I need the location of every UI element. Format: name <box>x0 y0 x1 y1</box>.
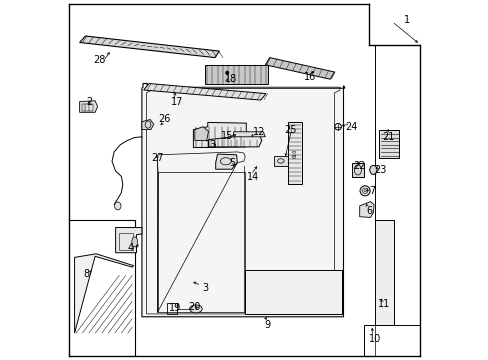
Ellipse shape <box>369 166 376 175</box>
Polygon shape <box>142 84 344 317</box>
Text: 10: 10 <box>368 334 380 344</box>
Text: 2: 2 <box>86 96 92 107</box>
Text: 23: 23 <box>374 165 386 175</box>
Polygon shape <box>351 163 363 177</box>
Ellipse shape <box>225 71 228 74</box>
Text: 27: 27 <box>151 153 163 163</box>
Polygon shape <box>265 58 334 79</box>
Polygon shape <box>359 202 373 217</box>
Text: 4: 4 <box>128 243 134 253</box>
Text: 21: 21 <box>382 132 394 142</box>
Text: 3: 3 <box>202 283 207 293</box>
Text: 6: 6 <box>366 206 372 216</box>
Text: 9: 9 <box>264 320 270 330</box>
Polygon shape <box>244 270 341 314</box>
Polygon shape <box>194 127 208 140</box>
Text: 19: 19 <box>169 303 181 313</box>
Text: 18: 18 <box>224 74 237 84</box>
Text: 22: 22 <box>353 161 365 171</box>
Polygon shape <box>374 220 393 325</box>
Ellipse shape <box>189 305 202 313</box>
Text: 12: 12 <box>252 127 264 138</box>
Text: 28: 28 <box>93 55 106 66</box>
Polygon shape <box>379 130 399 158</box>
Polygon shape <box>204 65 267 84</box>
Ellipse shape <box>132 237 137 247</box>
Text: 5: 5 <box>228 158 235 168</box>
Text: 26: 26 <box>158 114 170 124</box>
Bar <box>118 233 133 250</box>
Polygon shape <box>273 156 287 166</box>
Polygon shape <box>208 134 261 147</box>
Bar <box>158 172 244 312</box>
Polygon shape <box>215 154 237 169</box>
Text: 17: 17 <box>170 96 183 107</box>
Text: 15: 15 <box>221 131 233 141</box>
Text: 16: 16 <box>303 72 316 82</box>
Polygon shape <box>193 122 246 148</box>
Text: 25: 25 <box>284 125 296 135</box>
Text: 24: 24 <box>345 122 357 132</box>
Text: 610: 610 <box>292 148 297 158</box>
Text: 13: 13 <box>205 140 217 150</box>
Polygon shape <box>115 228 142 253</box>
Bar <box>81 104 92 111</box>
Polygon shape <box>288 122 302 184</box>
Polygon shape <box>143 84 265 100</box>
Text: 8: 8 <box>83 269 90 279</box>
Text: 11: 11 <box>377 299 389 309</box>
Polygon shape <box>80 101 98 112</box>
Text: 14: 14 <box>247 172 259 182</box>
Text: 7: 7 <box>368 186 374 196</box>
Polygon shape <box>75 254 133 333</box>
Text: 20: 20 <box>188 302 201 312</box>
Ellipse shape <box>359 186 369 196</box>
Ellipse shape <box>114 202 121 210</box>
Text: 1: 1 <box>403 15 409 25</box>
Polygon shape <box>69 4 419 356</box>
Polygon shape <box>142 120 153 130</box>
Polygon shape <box>80 36 219 58</box>
Polygon shape <box>233 132 265 137</box>
